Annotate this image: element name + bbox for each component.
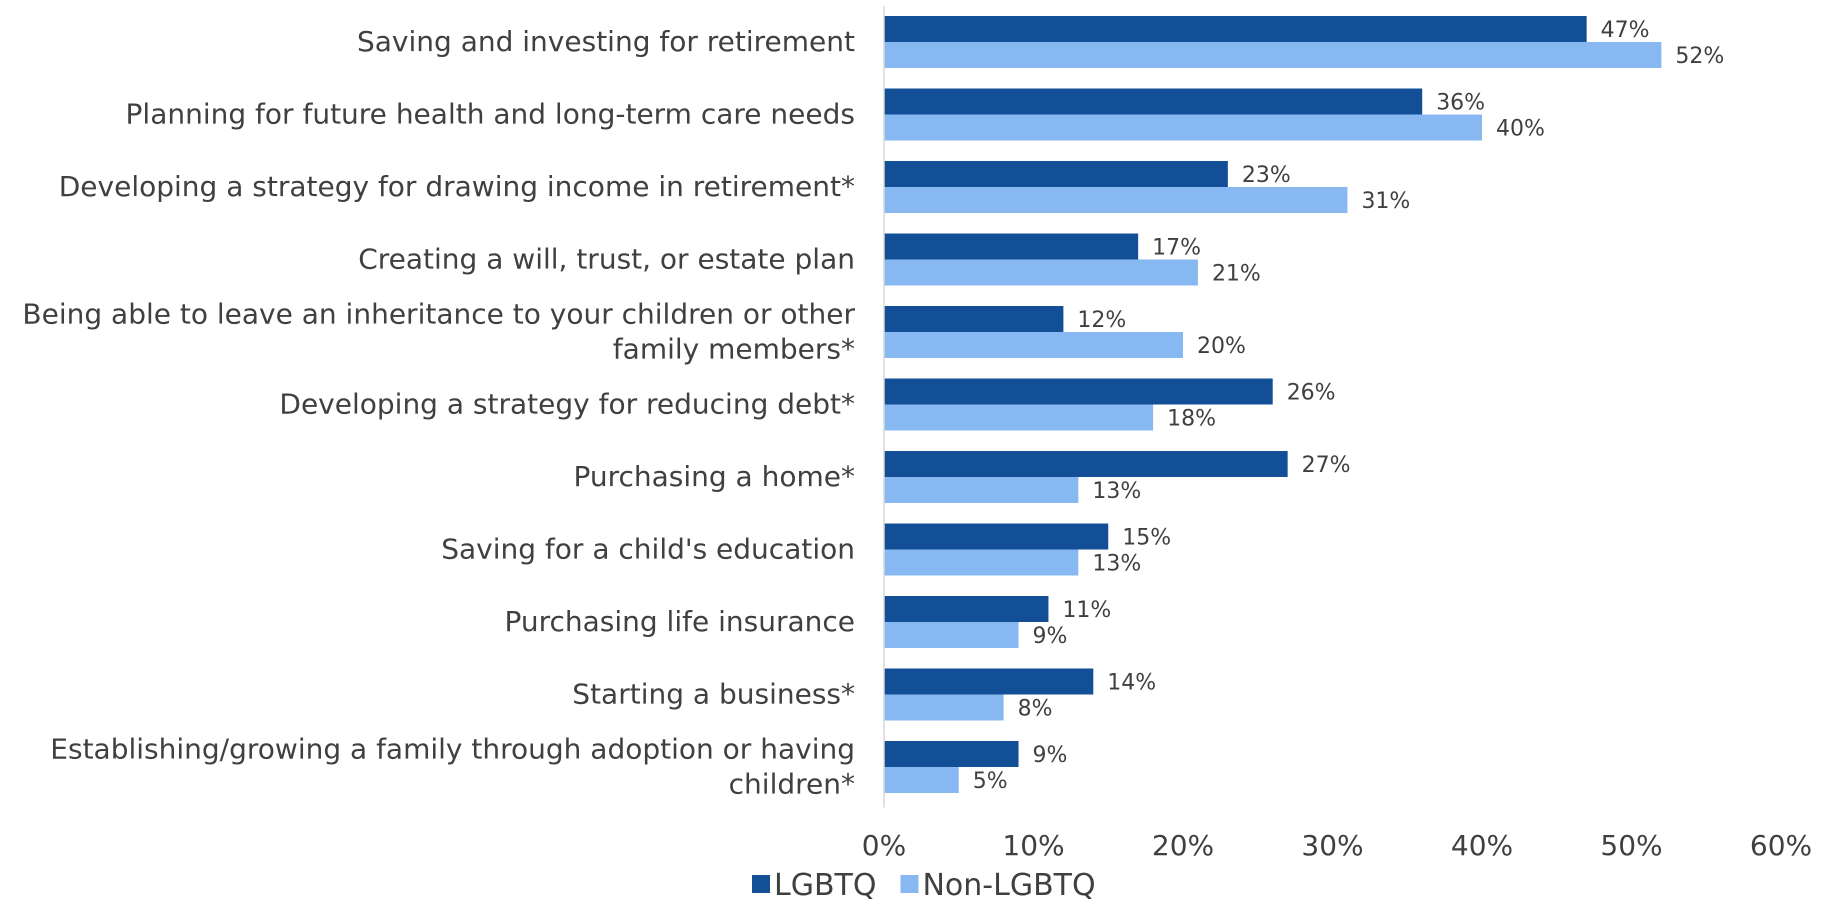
data-label: 5% [973,769,1008,794]
bar-non-lgbtq [884,694,1004,721]
bar-non-lgbtq [884,187,1348,213]
bar-non-lgbtq [884,259,1198,286]
data-label: 13% [1092,552,1141,577]
legend-label-lgbtq: LGBTQ [774,868,876,903]
x-tick-label: 10% [1002,829,1064,862]
data-label: 21% [1212,262,1261,287]
data-label: 11% [1062,598,1111,623]
bar-lgbtq [884,233,1139,260]
bar-lgbtq [884,523,1109,550]
x-tick-label: 30% [1301,829,1363,862]
bar-non-lgbtq [884,114,1482,141]
data-label: 12% [1077,308,1126,333]
x-axis-ticks: 0% 10% 20% 30% 40% 50% 60% [862,829,1812,862]
legend: LGBTQ Non-LGBTQ [752,868,1096,903]
data-label: 14% [1107,671,1156,696]
data-label: 17% [1152,236,1201,261]
data-label: 40% [1496,117,1545,142]
category-label: Being able to leave an inheritance to yo… [22,298,855,331]
bar-lgbtq [884,378,1273,405]
bar-non-lgbtq [884,42,1662,68]
bar-non-lgbtq [884,332,1183,358]
bars-layer [884,16,1662,793]
data-label: 27% [1302,453,1351,478]
x-tick-label: 60% [1750,829,1812,862]
bar-lgbtq [884,306,1064,332]
data-label: 18% [1167,407,1216,432]
bar-lgbtq [884,741,1019,767]
data-label: 52% [1675,44,1724,69]
category-label: Planning for future health and long-term… [126,98,855,131]
category-label: Developing a strategy for drawing income… [59,170,855,203]
category-label: Saving and investing for retirement [357,25,855,58]
category-label: Creating a will, trust, or estate plan [358,243,855,276]
x-tick-label: 0% [862,829,906,862]
category-label: Purchasing a home* [573,460,855,493]
bar-lgbtq [884,596,1049,622]
data-label: 13% [1092,479,1141,504]
bar-non-lgbtq [884,622,1019,648]
category-label: family members* [613,333,855,366]
data-label: 15% [1122,526,1171,551]
category-label: Establishing/growing a family through ad… [50,733,855,766]
x-tick-label: 20% [1152,829,1214,862]
data-label: 9% [1033,624,1068,649]
bar-non-lgbtq [884,477,1079,503]
bar-lgbtq [884,451,1288,477]
x-tick-label: 50% [1600,829,1662,862]
bar-lgbtq [884,668,1094,695]
legend-swatch-non-lgbtq [900,875,919,893]
data-label: 20% [1197,334,1246,359]
category-label: Purchasing life insurance [504,605,855,638]
bar-non-lgbtq [884,404,1154,431]
data-label: 31% [1361,189,1410,214]
category-label: Starting a business* [572,678,855,711]
bar-lgbtq [884,16,1587,42]
bar-non-lgbtq [884,767,959,793]
category-labels: Saving and investing for retirement Plann… [22,25,855,801]
category-label: Developing a strategy for reducing debt* [279,388,855,421]
bar-non-lgbtq [884,549,1079,576]
value-labels: 47% 52% 36% 40% 23% 31% 17% 21% 12% 20% 26% 18% 27% 1… [973,18,1725,794]
data-label: 9% [1033,743,1068,768]
data-label: 23% [1242,163,1291,188]
legend-swatch-lgbtq [752,875,770,893]
data-label: 8% [1018,697,1053,722]
category-label: children* [729,768,855,801]
category-label: Saving for a child's education [441,533,855,566]
data-label: 26% [1287,381,1336,406]
data-label: 47% [1601,18,1650,43]
data-label: 36% [1436,91,1485,116]
bar-lgbtq [884,161,1228,187]
x-tick-label: 40% [1451,829,1513,862]
legend-label-non-lgbtq: Non-LGBTQ [922,868,1095,903]
bar-lgbtq [884,88,1423,115]
